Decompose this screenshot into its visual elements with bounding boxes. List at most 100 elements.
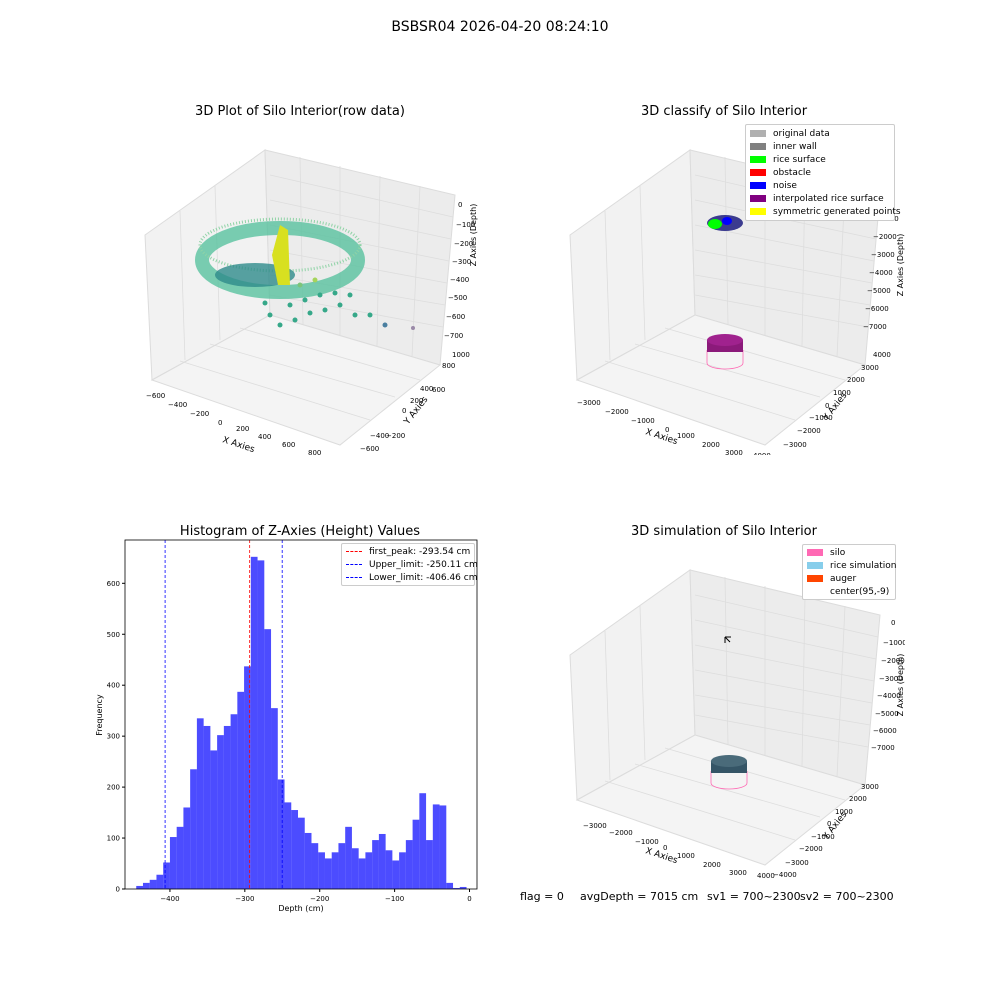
classify-xtick: −3000 [577,399,601,407]
histogram-bar [284,802,292,889]
classify-ztick: −3000 [871,251,895,259]
histogram-bar [169,837,177,889]
histogram-bar [351,848,359,889]
simulation-ytick: 3000 [861,783,879,791]
raw-peak-points [272,225,290,285]
histogram-bar [331,852,339,889]
simulation-xtick: 3000 [729,869,747,877]
histogram-xtick-label: 0 [467,895,471,903]
classify-ytick: 3000 [861,364,879,372]
classify-ztick: −5000 [867,287,891,295]
histogram-bar [304,832,312,889]
legend-swatch [807,549,823,556]
legend-label: auger [830,573,857,584]
legend-item-first-peak: first_peak: -293.54 cm [342,545,474,558]
histogram-yticks: 0 100 200 300 400 500 600 [107,580,125,894]
legend-item-upper-limit: Upper_limit: -250.11 cm [342,558,478,571]
histogram-bar [190,769,197,889]
raw-ztick: 0 [458,201,462,209]
legend-label: center(95,-9) [830,586,890,597]
legend-swatch [750,208,766,215]
histogram-bar [244,666,251,889]
simulation-ytick: −4000 [773,871,797,879]
legend-item-auger: auger [803,572,895,585]
raw-pane-floor [150,314,442,446]
classify-ztick: −2000 [873,233,897,241]
legend-label: rice simulation [830,560,897,571]
histogram-title: Histogram of Z-Axies (Height) Values [179,524,421,539]
classify-ytick: −3000 [783,441,807,449]
simulation-ztick: −2000 [881,657,905,665]
histogram-vlines [164,540,283,889]
classify-ztick: −7000 [863,323,887,331]
raw-ztick: −200 [454,240,473,248]
histogram-bar [196,718,204,889]
legend-swatch [807,562,823,569]
histogram-bar [176,826,184,889]
legend-swatch [807,575,823,582]
raw-ytick: 1000 [452,351,470,359]
histogram-bar [324,858,332,889]
histogram-bar [264,629,272,889]
legend-swatch [807,588,823,595]
simulation-zlabel: Z Axies (Depth) [896,654,905,717]
histogram-bar [338,843,346,889]
simulation-ztick-labels: 0 −1000 −2000 −3000 −4000 −5000 −6000 −7… [871,619,905,752]
histogram-xlabel: Depth (cm) [278,904,323,913]
legend-item-center: center(95,-9) [803,585,895,598]
classify-ytick: −1000 [809,414,833,422]
histogram-bars [136,556,467,889]
histogram-chart: −400 −300 −200 −100 0 0 100 200 300 400 500 600 De… [95,539,478,913]
histogram-bar [156,874,164,889]
raw-xtick: 200 [236,425,249,433]
histogram-bar [432,804,440,889]
legend-label: interpolated rice surface [773,193,884,204]
raw-ztick: −400 [450,276,469,284]
simulation-ytick: −3000 [785,859,809,867]
legend-item-symmetric-generated-points: symmetric generated points [746,205,901,218]
raw-ytick-labels: 1000 800 600 400 200 0 −200 −400 −600 [360,351,470,453]
raw-ytick: 400 [420,385,433,393]
histogram-xtick-label: −200 [310,895,329,903]
simulation-ztick: −7000 [871,744,895,752]
raw-ztick-labels: 0 −100 −200 −300 −400 −500 −600 −700 [444,201,475,340]
histogram-bar [136,885,143,889]
footer-sv2: sv2 = 700~2300 [800,890,894,903]
histogram-bar [446,882,454,889]
histogram-bar [345,826,352,889]
raw-xtick: −400 [168,401,187,409]
raw-ztick: −300 [452,258,471,266]
classify-zlabel: Z Axies (Depth) [896,234,905,297]
classify-ytick: 4000 [873,351,891,359]
legend-swatch [750,143,766,150]
histogram-ytick-label: 600 [107,580,120,588]
simulation-ztick: −3000 [879,675,903,683]
simulation-ztick: −6000 [873,727,897,735]
legend-item-inner-wall: inner wall [746,140,894,153]
histogram-bar [318,852,325,889]
raw-xlabel: X Axies [221,435,256,455]
raw-ztick: −600 [446,313,465,321]
simulation-xtick: 4000 [757,872,775,880]
raw-ztick: −100 [456,221,475,229]
histogram-ytick-label: 500 [107,631,120,639]
classify-xtick: 4000 [753,452,771,455]
histogram-bar [419,793,427,889]
histogram-ytick-label: 300 [107,733,120,741]
simulation-3d-plot: −3000 −2000 −1000 0 1000 2000 3000 4000 … [569,569,905,880]
raw-zlabel: Z Axies (Depth) [469,204,478,267]
simulation-ytick: 2000 [849,795,867,803]
simulation-center-marker [724,636,731,643]
legend-item-rice-surface: rice surface [746,153,894,166]
histogram-bar [372,840,379,889]
legend-swatch [750,130,766,137]
raw-gridlines [179,156,454,421]
histogram-bar [271,708,278,889]
simulation-ytick: −1000 [811,833,835,841]
simulation-silo-wall [710,771,748,790]
classify-ytick: 0 [825,402,829,410]
raw-xtick: 800 [308,449,321,455]
classify-xtick: 0 [665,426,669,434]
classify-xtick: 1000 [677,432,695,440]
raw-xtick: 0 [218,419,222,427]
